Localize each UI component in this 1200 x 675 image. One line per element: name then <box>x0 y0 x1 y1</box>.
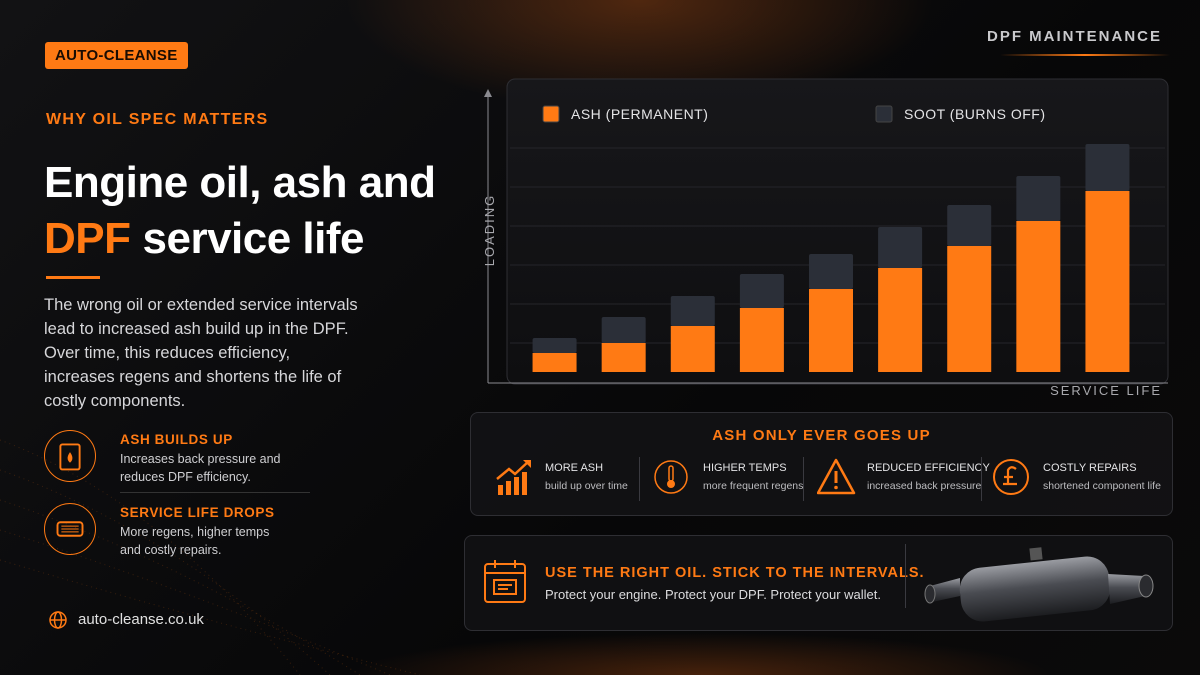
soot-bar <box>947 205 992 246</box>
divider <box>981 457 982 501</box>
feature-title: ASH BUILDS UP <box>120 432 233 447</box>
legend-label: SOOT (BURNS OFF) <box>904 106 1046 122</box>
headline: Engine oil, ash and DPF service life <box>44 155 436 267</box>
icon-globe <box>49 611 67 629</box>
legend-label: ASH (PERMANENT) <box>571 106 708 122</box>
fact: REDUCED EFFICIENCY increased back pressu… <box>815 453 990 503</box>
fact-title: REDUCED EFFICIENCY <box>867 462 990 474</box>
headline-rest: service life <box>142 214 365 263</box>
website: auto-cleanse.co.uk <box>78 611 204 628</box>
chart: LOADING SERVICE LIFE ASH (PERMANENT) SOOT… <box>482 78 1169 398</box>
axes <box>484 89 1168 384</box>
fact-text: more frequent regens <box>703 480 804 492</box>
fact-text: shortened component life <box>1043 480 1161 492</box>
ash-bar <box>878 268 923 372</box>
facts-panel: ASH ONLY EVER GOES UP MORE ASH build up … <box>470 412 1173 516</box>
fact-text: increased back pressure <box>867 480 982 492</box>
feature-text: Increases back pressure and reduces DPF … <box>120 452 281 484</box>
intro: The wrong oil or extended service interv… <box>44 296 358 410</box>
topic-underline <box>1000 54 1170 56</box>
soot-bar <box>739 274 784 308</box>
feature: ASH BUILDS UP Increases back pressure an… <box>44 428 314 494</box>
feature: SERVICE LIFE DROPS More regens, higher t… <box>44 501 314 567</box>
ash-bar <box>1085 191 1130 372</box>
accent-rule <box>46 276 100 279</box>
soot-bar <box>878 227 923 268</box>
icon-growth <box>496 460 531 495</box>
soot-bar <box>670 296 715 326</box>
brand-badge: AUTO-CLEANSE <box>45 42 188 69</box>
legend-swatch <box>542 105 560 123</box>
headline-line: Engine oil, ash and <box>44 158 436 207</box>
divider <box>639 457 640 501</box>
ash-bar <box>739 308 784 372</box>
cta-title: USE THE RIGHT OIL. STICK TO THE INTERVAL… <box>545 565 925 581</box>
divider <box>905 544 906 608</box>
y-axis-label: LOADING <box>482 194 497 267</box>
fact: COSTLY REPAIRS shortened component life <box>991 453 1171 503</box>
kicker: WHY OIL SPEC MATTERS <box>46 111 269 128</box>
cta-text: Protect your engine. Protect your DPF. P… <box>545 587 881 602</box>
dpf-image <box>924 547 1154 622</box>
facts-title: ASH ONLY EVER GOES UP <box>712 427 931 444</box>
soot-bar <box>809 254 853 289</box>
soot-bar <box>601 317 646 343</box>
separator <box>120 492 310 493</box>
ash-bar <box>601 343 646 372</box>
fact: MORE ASH build up over time <box>493 453 643 503</box>
divider <box>803 457 804 501</box>
icon-oil <box>44 430 96 482</box>
ash-bar <box>532 353 577 372</box>
soot-bar <box>532 338 577 353</box>
fact-title: COSTLY REPAIRS <box>1043 462 1137 474</box>
ash-bar <box>670 326 715 372</box>
legend-swatch <box>875 105 893 123</box>
soot-bar <box>1016 176 1061 221</box>
ash-bar <box>947 246 992 372</box>
fact: HIGHER TEMPS more frequent regens <box>651 453 804 503</box>
headline-highlight: DPF <box>44 214 131 263</box>
feature-title: SERVICE LIFE DROPS <box>120 505 275 520</box>
soot-bar <box>1085 144 1130 191</box>
icon-dpf <box>44 503 96 555</box>
fact-text: build up over time <box>545 480 628 492</box>
cta-panel: USE THE RIGHT OIL. STICK TO THE INTERVAL… <box>464 535 1173 631</box>
fact-title: MORE ASH <box>545 462 604 474</box>
ash-bar <box>809 289 853 372</box>
icon-warning <box>817 458 856 495</box>
x-axis-label: SERVICE LIFE <box>1050 383 1162 398</box>
icon-thermo <box>654 460 688 494</box>
icon-pound <box>993 459 1029 495</box>
icon-calendar <box>484 560 526 603</box>
feature-text: More regens, higher temps and costly rep… <box>120 525 270 557</box>
ash-bar <box>1016 221 1061 372</box>
fact-title: HIGHER TEMPS <box>703 462 787 474</box>
topic: DPF MAINTENANCE <box>987 28 1162 45</box>
